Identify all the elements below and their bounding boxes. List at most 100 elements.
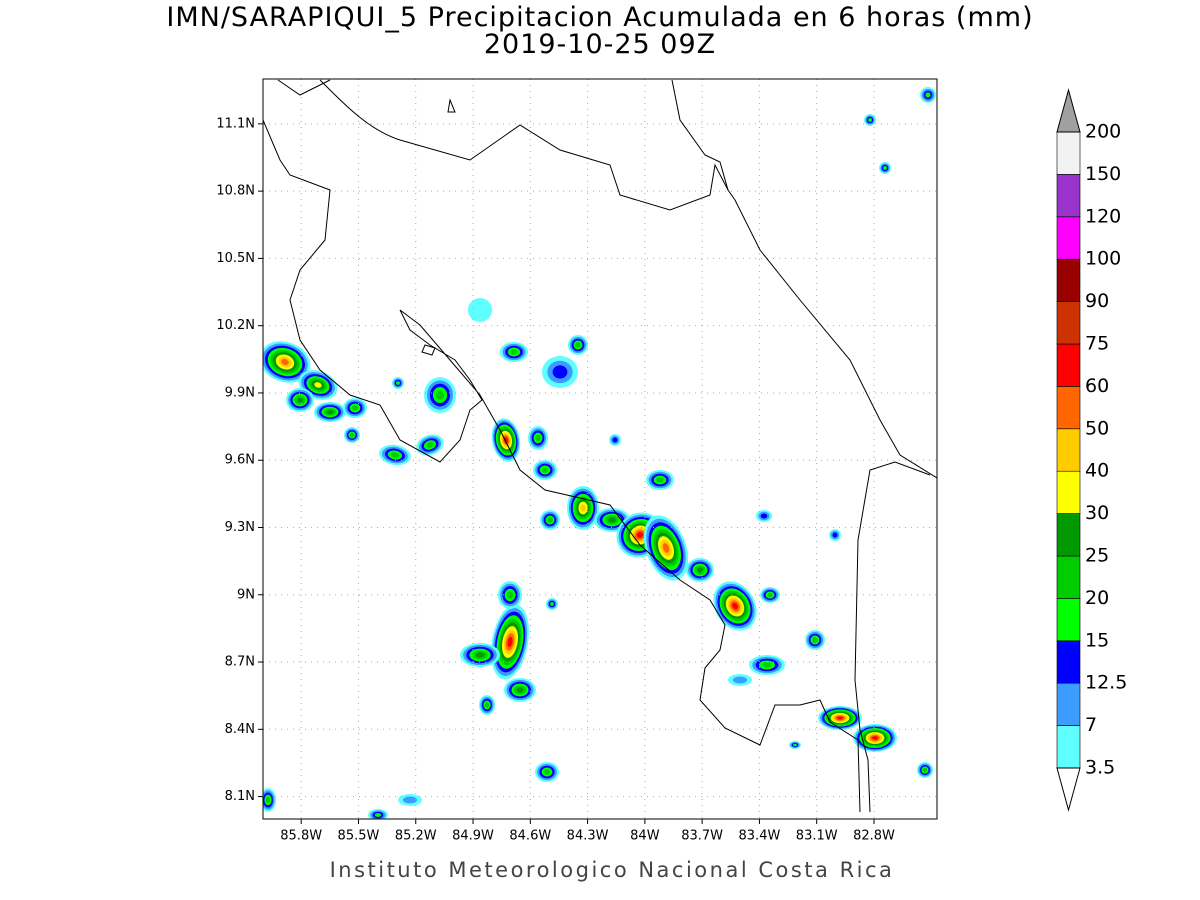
colorbar-over <box>1056 88 1081 133</box>
coastline <box>671 79 937 479</box>
colorbar-label: 200 <box>1085 121 1121 143</box>
precip-cell <box>612 437 618 443</box>
x-tick-label: 83.4W <box>739 829 781 844</box>
precip-cell <box>374 813 382 817</box>
precip-cell <box>504 437 508 443</box>
colorbar-box <box>1056 386 1081 430</box>
precip-cell <box>868 118 872 122</box>
colorbar-box <box>1056 513 1081 557</box>
colorbar-label: 50 <box>1085 417 1109 439</box>
colorbar-label: 25 <box>1085 545 1109 567</box>
colorbar-box <box>1056 555 1081 599</box>
precip-cell <box>281 358 289 366</box>
colorbar-label: 75 <box>1085 333 1109 355</box>
coastlines <box>263 79 937 819</box>
precip-cell <box>922 767 928 773</box>
island <box>421 98 456 356</box>
precip-cell <box>435 390 445 400</box>
y-tick-label: 8.1N <box>225 789 255 804</box>
precip-cell <box>636 531 644 539</box>
y-tick-label: 9N <box>237 587 255 602</box>
colorbar-box <box>1056 216 1081 260</box>
colorbar-box <box>1056 682 1081 726</box>
y-tick-label: 9.3N <box>225 520 255 535</box>
precip-cell <box>484 702 490 708</box>
precip-cell <box>396 381 400 385</box>
map-frame <box>262 78 938 820</box>
precip-cell <box>696 567 704 573</box>
colorbar-label: 40 <box>1085 460 1109 482</box>
precip-cell <box>547 517 553 523</box>
precip-cell <box>475 652 485 658</box>
colorbar-label: 120 <box>1085 205 1121 227</box>
precip-cell <box>541 467 549 473</box>
precip-cell <box>468 298 492 322</box>
y-tick-label: 10.8N <box>216 184 255 199</box>
precip-cell <box>832 532 838 538</box>
y-tick-label: 11.1N <box>216 116 255 131</box>
colorbar-box <box>1056 343 1081 387</box>
colorbar-box <box>1056 258 1081 302</box>
precip-cell <box>575 342 581 348</box>
colorbar-label: 60 <box>1085 375 1109 397</box>
precip-cell <box>351 405 359 411</box>
precip-cell <box>535 434 541 442</box>
precip-cell <box>925 92 931 98</box>
precip-cell <box>552 365 568 379</box>
x-tick-label: 83.7W <box>681 829 723 844</box>
y-tick-label: 9.6N <box>225 453 255 468</box>
colorbar-label: 7 <box>1085 714 1097 736</box>
precip-cell <box>265 796 271 804</box>
y-tick-label: 10.2N <box>216 318 255 333</box>
y-tick-label: 8.4N <box>225 722 255 737</box>
colorbar-label: 15 <box>1085 629 1109 651</box>
precip-cell <box>837 716 843 720</box>
precip-cell <box>883 166 887 170</box>
colorbar-box <box>1056 131 1081 175</box>
colorbar-label: 150 <box>1085 163 1121 185</box>
y-tick-label: 8.7N <box>225 655 255 670</box>
precip-cell <box>349 432 355 438</box>
x-tick-label: 85.8W <box>280 829 322 844</box>
colorbar-label: 100 <box>1085 248 1121 270</box>
x-tick-label: 84.6W <box>509 829 551 844</box>
y-tick-label: 9.9N <box>225 385 255 400</box>
precip-cell <box>662 543 670 553</box>
precip-cell <box>550 602 554 606</box>
colorbar-label: 30 <box>1085 502 1109 524</box>
precip-cell <box>762 662 772 668</box>
precip-cell <box>516 687 524 693</box>
x-tick-label: 84W <box>630 829 660 844</box>
colorbar-box <box>1056 725 1081 769</box>
colorbar-box <box>1056 598 1081 642</box>
colorbar-box <box>1056 640 1081 684</box>
grid: 85.8W 85.5W 85.2W 84.9W 84.6W 84.3W 84W 83.7W 83… <box>216 79 937 844</box>
precip-cell <box>510 349 518 355</box>
colorbar-box <box>1056 470 1081 514</box>
title: IMN/SARAPIQUI_5 Precipitacion Acumulada … <box>166 2 1033 33</box>
y-tick-label: 10.5N <box>216 251 255 266</box>
colorbar-under <box>1056 767 1081 812</box>
x-tick-label: 84.9W <box>452 829 494 844</box>
colorbar-box <box>1056 301 1081 345</box>
precip-cell <box>812 637 818 643</box>
precip-cell <box>732 602 738 610</box>
colorbar-label: 3.5 <box>1085 757 1115 779</box>
precip-cell <box>426 442 434 448</box>
coastline <box>277 79 729 211</box>
precip-cell <box>608 517 616 523</box>
colorbar-box <box>1056 428 1081 472</box>
colorbar-label: 20 <box>1085 587 1109 609</box>
precip-cell <box>872 736 878 740</box>
colorbar-box <box>1056 174 1081 218</box>
coastline <box>263 119 931 813</box>
precip-cell <box>326 409 334 415</box>
precip-cell <box>767 592 773 598</box>
precip-cell <box>507 636 513 648</box>
x-tick-label: 85.2W <box>395 829 437 844</box>
subtitle: 2019-10-25 09Z <box>484 29 716 60</box>
x-tick-label: 83.1W <box>796 829 838 844</box>
precip-field <box>263 87 936 819</box>
precip-cell <box>760 513 768 519</box>
